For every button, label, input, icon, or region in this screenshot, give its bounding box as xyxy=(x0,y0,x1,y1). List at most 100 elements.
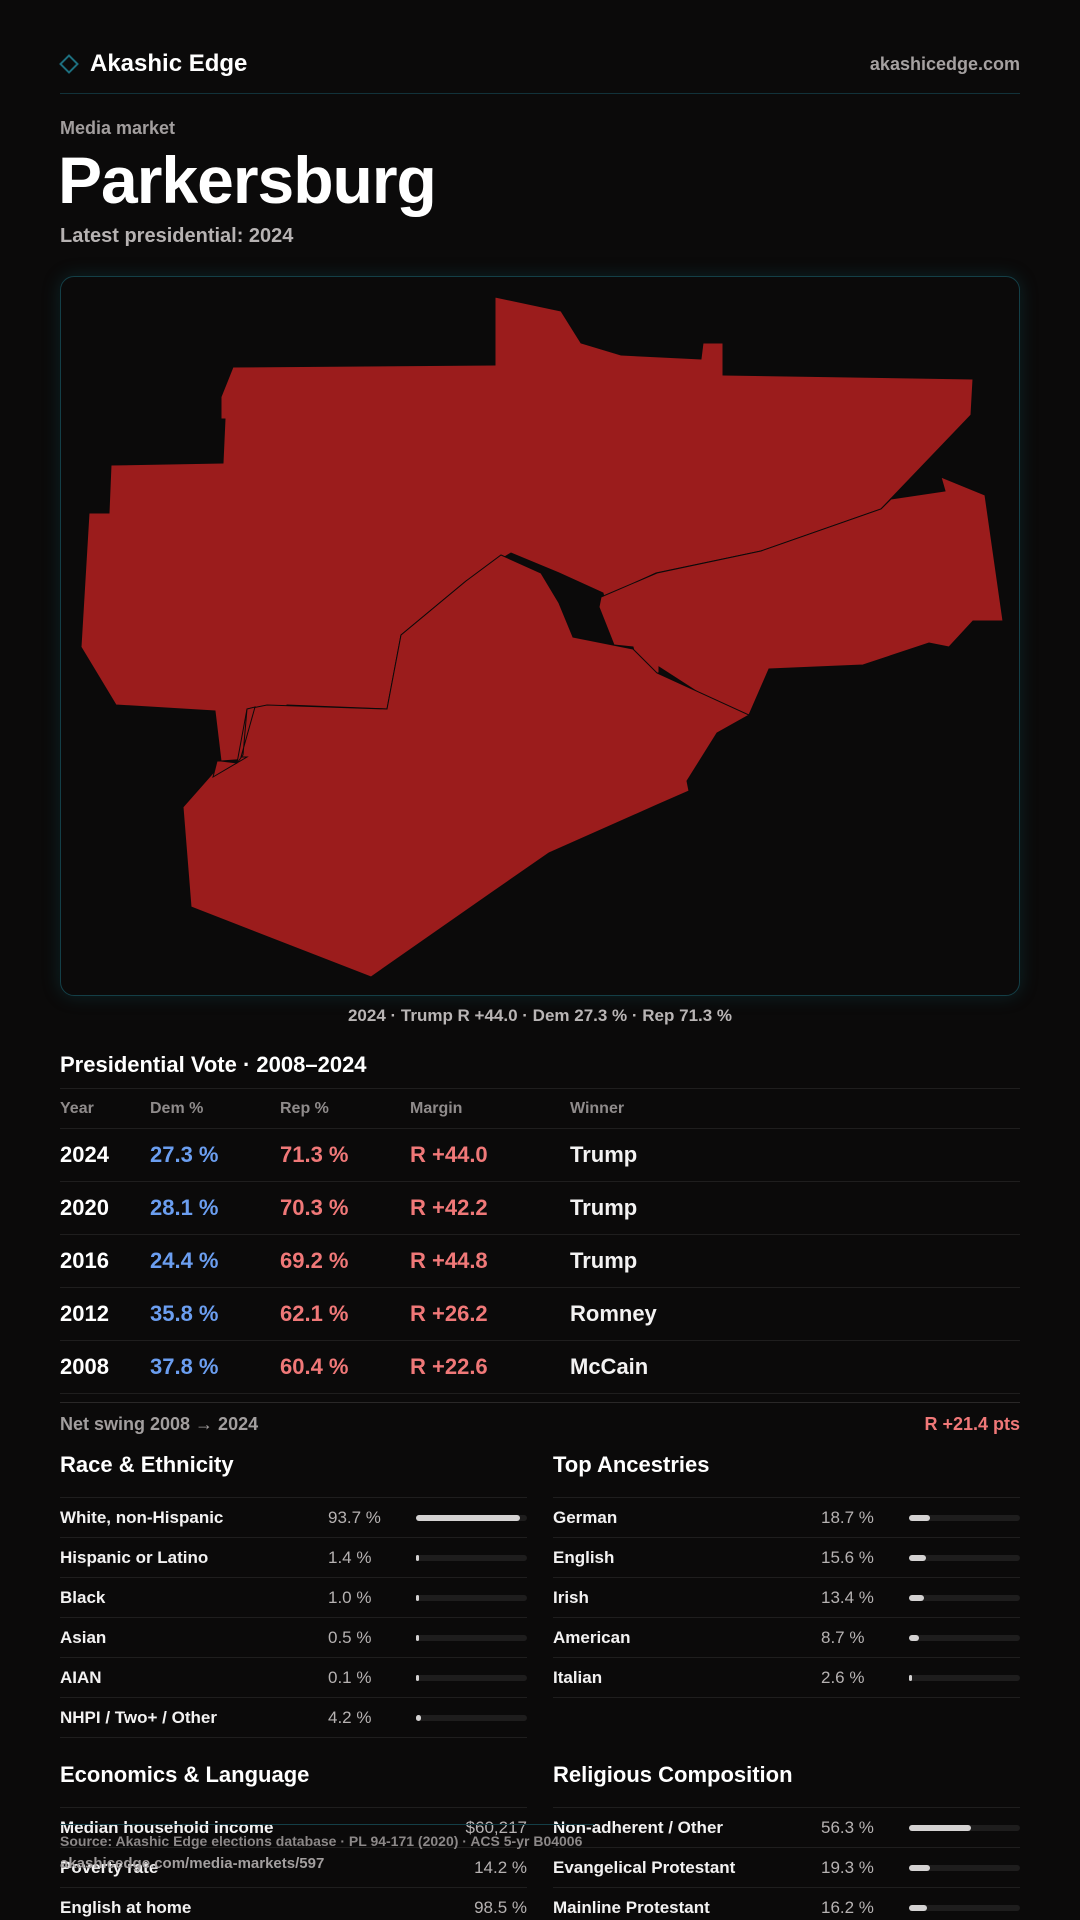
stat-bar-fill xyxy=(416,1714,421,1721)
row-rep: 71.3 % xyxy=(280,1142,349,1167)
row-year: 2024 xyxy=(60,1142,109,1167)
table-row: 2016 24.4 % 69.2 % R +44.8 Trump xyxy=(60,1235,1020,1288)
row-margin: R +22.6 xyxy=(410,1354,488,1379)
row-year: 2020 xyxy=(60,1195,109,1220)
diamond-logo-icon xyxy=(59,54,79,74)
row-rep: 70.3 % xyxy=(280,1195,349,1220)
row-dem: 24.4 % xyxy=(150,1248,219,1273)
stat-bar-fill xyxy=(909,1674,912,1681)
col-winner: Winner xyxy=(570,1099,625,1117)
table-row: 2020 28.1 % 70.3 % R +42.2 Trump xyxy=(60,1182,1020,1235)
stat-value: 1.4 % xyxy=(328,1547,372,1567)
page-eyebrow: Media market xyxy=(60,118,176,138)
row-dem: 37.8 % xyxy=(150,1354,219,1379)
stat-bar-fill xyxy=(909,1904,927,1911)
stat-bar xyxy=(909,1514,1020,1521)
stat-label: Median household income xyxy=(60,1817,274,1837)
row-margin: R +44.0 xyxy=(410,1142,488,1167)
stat-value: 98.5 % xyxy=(474,1897,527,1917)
table-header: Year Dem % Rep % Margin Winner xyxy=(60,1089,1020,1129)
stat-value: $60,217 xyxy=(465,1817,527,1837)
race-heading: Race & Ethnicity xyxy=(60,1452,234,1477)
stat-bar xyxy=(909,1904,1020,1911)
stat-value: 56.3 % xyxy=(821,1817,874,1837)
presidential-table: Year Dem % Rep % Margin Winner 2024 27.3… xyxy=(60,1088,1020,1394)
row-year: 2008 xyxy=(60,1354,109,1379)
stat-value: 8.7 % xyxy=(821,1627,865,1647)
stat-value: 2.6 % xyxy=(821,1667,865,1687)
divider xyxy=(60,1402,1020,1403)
stat-value: 0.1 % xyxy=(328,1667,372,1687)
stat-value: 13.4 % xyxy=(821,1587,874,1607)
footer-source: Source: Akashic Edge elections database … xyxy=(60,1833,583,1849)
table-row: 2008 37.8 % 60.4 % R +22.6 McCain xyxy=(60,1341,1020,1394)
stat-row: American 8.7 % xyxy=(553,1618,1020,1658)
stat-value: 16.2 % xyxy=(821,1897,874,1917)
stat-label: White, non-Hispanic xyxy=(60,1507,224,1527)
stat-value: 14.2 % xyxy=(474,1857,527,1877)
county-shape xyxy=(182,554,751,978)
stat-row: Evangelical Protestant 19.3 % xyxy=(553,1848,1020,1888)
stat-row: Italian 2.6 % xyxy=(553,1658,1020,1698)
row-dem: 35.8 % xyxy=(150,1301,219,1326)
stat-bar xyxy=(909,1594,1020,1601)
footer-url[interactable]: akashicedge.com/media-markets/597 xyxy=(60,1855,325,1872)
county-shape xyxy=(212,706,256,779)
county-map-svg xyxy=(80,296,1004,978)
stat-bar-fill xyxy=(416,1594,419,1601)
stat-row: Asian 0.5 % xyxy=(60,1618,527,1658)
net-swing-label: Net swing 2008 → 2024 xyxy=(60,1414,259,1434)
top-bar: Akashic Edge akashicedge.com xyxy=(59,44,1020,94)
stat-label: Mainline Protestant xyxy=(553,1897,710,1917)
stat-row: Non-adherent / Other 56.3 % xyxy=(553,1808,1020,1848)
stat-row: German 18.7 % xyxy=(553,1498,1020,1538)
stat-bar xyxy=(909,1864,1020,1871)
stat-bar xyxy=(909,1554,1020,1561)
ancestry-heading: Top Ancestries xyxy=(553,1452,710,1477)
stat-label: Non-adherent / Other xyxy=(553,1817,724,1837)
row-winner: Romney xyxy=(570,1301,657,1326)
stat-row: White, non-Hispanic 93.7 % xyxy=(60,1498,527,1538)
stat-row: NHPI / Two+ / Other 4.2 % xyxy=(60,1698,527,1738)
stat-label: English at home xyxy=(60,1897,192,1917)
row-winner: McCain xyxy=(570,1354,649,1379)
stat-value: 93.7 % xyxy=(328,1507,381,1527)
row-rep: 62.1 % xyxy=(280,1301,349,1326)
row-winner: Trump xyxy=(570,1248,638,1273)
brand-name: Akashic Edge xyxy=(90,50,248,77)
stat-label: Poverty rate xyxy=(60,1857,159,1877)
brand[interactable]: Akashic Edge xyxy=(59,50,248,78)
stat-value: 4.2 % xyxy=(328,1707,372,1727)
stat-bar-fill xyxy=(909,1594,924,1601)
stat-bar xyxy=(416,1634,527,1641)
row-dem: 28.1 % xyxy=(150,1195,219,1220)
table-row: 2024 27.3 % 71.3 % R +44.0 Trump xyxy=(60,1129,1020,1182)
row-dem: 27.3 % xyxy=(150,1142,219,1167)
col-year: Year xyxy=(60,1099,94,1117)
stat-bar xyxy=(416,1594,527,1601)
row-year: 2016 xyxy=(60,1248,109,1273)
stat-row: Black 1.0 % xyxy=(60,1578,527,1618)
stat-value: 1.0 % xyxy=(328,1587,372,1607)
stat-bar xyxy=(909,1674,1020,1681)
stat-bar-fill xyxy=(909,1634,919,1641)
stat-row: Irish 13.4 % xyxy=(553,1578,1020,1618)
presidential-heading: Presidential Vote · 2008–2024 xyxy=(60,1052,367,1077)
stat-bar xyxy=(909,1824,1020,1831)
table-row: 2012 35.8 % 62.1 % R +26.2 Romney xyxy=(60,1288,1020,1341)
stat-label: Irish xyxy=(553,1587,589,1607)
col-rep: Rep % xyxy=(280,1099,329,1117)
site-link[interactable]: akashicedge.com xyxy=(869,54,1020,74)
row-margin: R +26.2 xyxy=(410,1301,488,1326)
stat-bar-fill xyxy=(909,1554,927,1561)
stat-label: Hispanic or Latino xyxy=(60,1547,209,1567)
stat-label: English xyxy=(553,1547,615,1567)
stat-label: Asian xyxy=(60,1627,107,1647)
stat-bar-fill xyxy=(416,1634,419,1641)
footer: Source: Akashic Edge elections database … xyxy=(60,1824,595,1872)
row-year: 2012 xyxy=(60,1301,109,1326)
row-rep: 60.4 % xyxy=(280,1354,349,1379)
stat-label: Black xyxy=(60,1587,106,1607)
stat-bar-fill xyxy=(909,1824,972,1831)
market-map xyxy=(60,276,1020,996)
